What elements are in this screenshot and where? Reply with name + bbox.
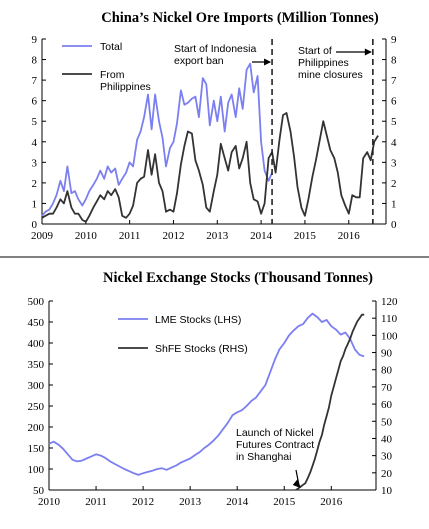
series-total-line [41,62,273,217]
y-right-tick-label: 100 [381,330,398,342]
chart-2-y-left-ticks: 50 100 150 200 250 300 350 400 450 500 [28,296,53,497]
y-tick-label-left: 9 [32,34,38,46]
x-tick-label: 2016 [320,496,343,508]
y-right-tick-label: 20 [381,468,393,480]
legend-label-shfe: ShFE Stocks (RHS) [155,343,248,355]
annotation-shanghai-label: in Shanghai [236,451,291,463]
x-tick-label: 2010 [75,230,98,242]
y-right-tick-label: 70 [381,382,393,394]
x-tick-label: 2009 [31,230,54,242]
x-tick-label: 2015 [273,496,296,508]
legend-label-philippines-line-2: Philippines [100,81,151,93]
chart-2-y-right-ticks: 10 20 30 40 50 60 70 80 90 100 110 120 [372,296,398,497]
x-tick-label: 2012 [132,496,154,508]
y-right-tick-label: 90 [381,348,393,360]
y-left-tick-label: 350 [28,359,45,371]
y-tick-label-right: 9 [391,34,397,46]
y-right-tick-label: 40 [381,433,393,445]
chart-2-x-ticks: 2010 2011 2012 2013 2014 2015 2016 [38,486,343,508]
chart-1-y-ticks: 0 0 1 1 2 2 3 3 4 4 5 5 6 6 7 7 8 8 9 9 [32,34,398,231]
annotation-philippines-arrowhead [364,48,372,56]
y-right-tick-label: 80 [381,365,393,377]
annotation-philippines-label: Start of [298,45,332,57]
legend-label-total: Total [100,41,122,53]
y-left-tick-label: 200 [28,422,45,434]
series-shfe-line [295,313,365,491]
y-tick-label-left: 2 [32,178,38,190]
annotation-indonesia-arrowhead [264,58,272,66]
x-tick-label: 2011 [85,496,107,508]
y-tick-label-left: 5 [32,116,38,128]
y-tick-label-right: 2 [391,178,397,190]
y-tick-label-right: 6 [391,96,397,108]
legend-label-lme: LME Stocks (LHS) [155,314,241,326]
y-tick-label-left: 1 [32,198,38,210]
y-tick-label-right: 8 [391,55,397,67]
y-tick-label-right: 5 [391,116,397,128]
y-right-tick-label: 50 [381,416,393,428]
chart-2-legend: LME Stocks (LHS) ShFE Stocks (RHS) [118,314,248,355]
y-tick-label-left: 3 [32,157,38,169]
chart-1: China’s Nickel Ore Imports (Million Tonn… [31,10,397,242]
annotation-shanghai-label: Futures Contract [236,439,314,451]
chart-2-axes [48,301,377,491]
y-right-tick-label: 60 [381,399,393,411]
chart-1-title: China’s Nickel Ore Imports (Million Tonn… [101,10,379,26]
series-philippines-line [41,112,379,223]
chart-1-x-ticks: 2009 2010 2011 2012 2013 2014 2015 2016 [31,220,360,242]
y-tick-label-right: 1 [391,198,397,210]
legend-label-philippines: From Philippines [100,69,151,93]
annotation-shanghai-label: Launch of Nickel [236,427,314,439]
chart-2-title: Nickel Exchange Stocks (Thousand Tonnes) [103,270,373,286]
x-tick-label: 2012 [162,230,184,242]
x-tick-label: 2013 [206,230,229,242]
y-tick-label-left: 0 [32,219,38,231]
y-right-tick-label: 10 [381,485,393,497]
chart-1-legend: Total From Philippines [62,41,151,93]
x-tick-label: 2016 [338,230,361,242]
annotation-shanghai-arrowhead [292,479,301,488]
y-left-tick-label: 100 [28,464,45,476]
y-tick-label-left: 6 [32,96,38,108]
x-tick-label: 2014 [226,496,249,508]
y-tick-label-left: 4 [32,137,38,149]
y-tick-label-right: 3 [391,157,397,169]
legend-label-philippines-line-1: From [100,69,125,81]
y-right-tick-label: 110 [381,313,398,325]
series-lme-line [48,312,365,476]
y-right-tick-label: 30 [381,451,393,463]
y-tick-label-right: 0 [391,219,397,231]
chart-1-axes [41,39,387,225]
y-left-tick-label: 450 [28,317,45,329]
annotation-philippines-label: mine closures [298,69,363,81]
y-left-tick-label: 400 [28,338,45,350]
annotation-indonesia-label: Start of Indonesia [174,43,256,55]
y-left-tick-label: 50 [33,485,45,497]
y-tick-label-left: 8 [32,55,38,67]
y-tick-label-right: 4 [391,137,397,149]
y-left-tick-label: 300 [28,380,45,392]
y-left-tick-label: 250 [28,401,45,413]
x-tick-label: 2014 [250,230,273,242]
y-tick-label-right: 7 [391,75,397,87]
x-tick-label: 2010 [38,496,61,508]
annotation-philippines-label: Philippines [298,57,349,69]
chart-2-series [48,312,365,491]
y-left-tick-label: 500 [28,296,45,308]
x-tick-label: 2015 [294,230,317,242]
y-right-tick-label: 120 [381,296,398,308]
y-tick-label-left: 7 [32,75,38,87]
chart-2: Nickel Exchange Stocks (Thousand Tonnes)… [28,270,399,508]
y-left-tick-label: 150 [28,443,45,455]
x-tick-label: 2011 [119,230,141,242]
x-tick-label: 2013 [179,496,202,508]
annotation-indonesia-label: export ban [174,55,224,67]
chart-1-series [41,62,379,223]
